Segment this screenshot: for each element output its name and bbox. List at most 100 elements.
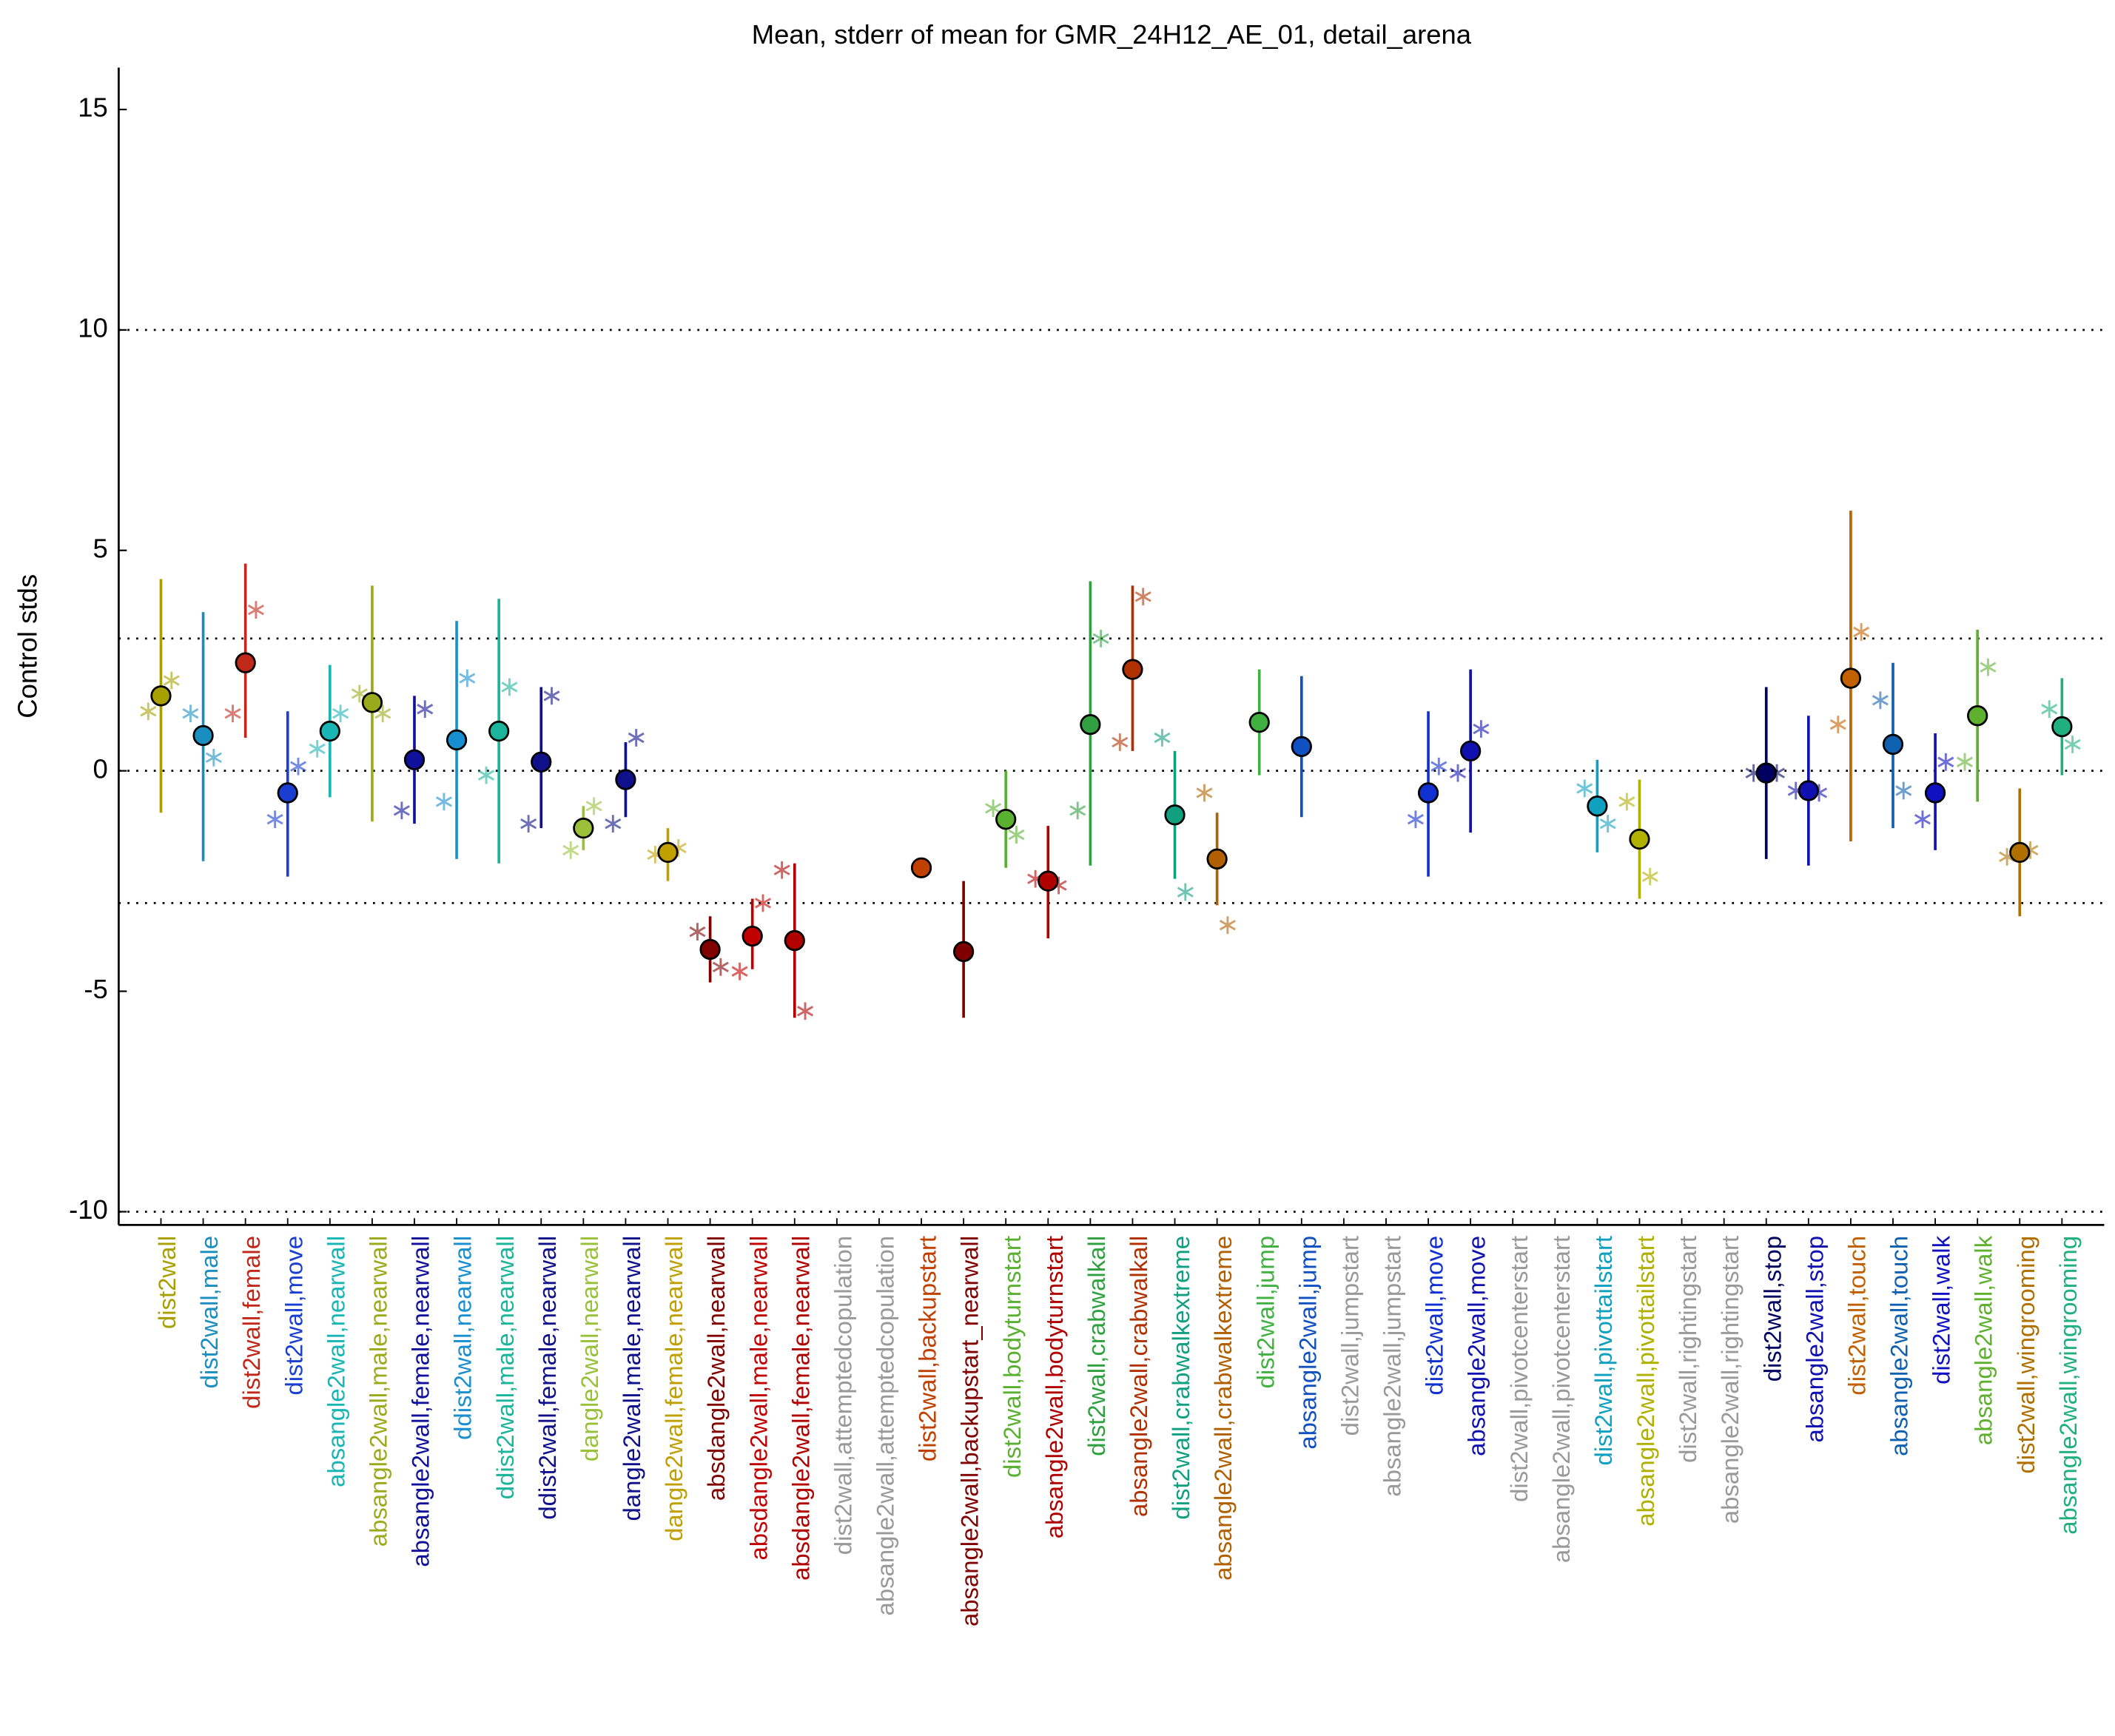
mean-marker	[1164, 804, 1186, 826]
star-marker	[1112, 733, 1129, 751]
x-tick-label: ddist2wall,nearwall	[449, 1236, 477, 1440]
x-tick-label: absangle2wall,move	[1463, 1236, 1490, 1456]
star-marker	[797, 1002, 814, 1020]
y-tick-label: 0	[93, 753, 108, 784]
mean-marker	[1840, 667, 1862, 689]
star-stroke	[2064, 739, 2081, 750]
star-marker	[1599, 815, 1616, 833]
mean-marker	[573, 817, 594, 839]
star-marker	[985, 799, 1002, 818]
star-stroke	[797, 1006, 814, 1017]
star-marker	[417, 700, 434, 719]
star-marker	[2041, 700, 2058, 719]
mean-marker	[1629, 828, 1650, 850]
x-tick-label: dist2wall,wingrooming	[2012, 1236, 2040, 1474]
x-tick-label: dangle2wall,nearwall	[576, 1236, 603, 1461]
star-marker	[478, 766, 495, 784]
mean-marker	[1122, 659, 1143, 680]
x-tick-label: absdangle2wall,female,nearwall	[787, 1236, 814, 1581]
star-stroke	[1829, 719, 1846, 730]
star-stroke	[562, 844, 579, 856]
star-stroke	[773, 864, 790, 875]
star-stroke	[332, 708, 349, 719]
star-stroke	[417, 704, 434, 715]
x-tick-label: absangle2wall,stop	[1800, 1236, 1828, 1443]
star-marker	[1092, 630, 1109, 647]
chart-title: Mean, stderr of mean for GMR_24H12_AE_01…	[752, 19, 1472, 50]
star-stroke	[205, 752, 222, 764]
star-marker	[731, 962, 748, 980]
star-marker	[1829, 716, 1846, 733]
star-marker	[393, 801, 410, 820]
star-marker	[163, 671, 180, 690]
x-tick-label: absangle2wall,male,nearwall	[365, 1236, 392, 1547]
y-tick-label: 5	[93, 533, 108, 563]
star-marker	[1069, 801, 1086, 820]
mean-marker	[277, 782, 298, 804]
star-stroke	[182, 708, 199, 719]
mean-marker	[742, 925, 763, 947]
star-stroke	[1980, 662, 1997, 673]
star-stroke	[224, 708, 241, 719]
star-marker	[224, 704, 241, 723]
star-stroke	[501, 682, 518, 693]
mean-marker	[1038, 870, 1059, 892]
star-marker	[1853, 623, 1870, 641]
x-tick-label: dist2wall,pivottailstart	[1590, 1236, 1617, 1466]
mean-marker	[1967, 705, 1988, 727]
x-tick-label: dist2wall,pivotcenterstart	[1505, 1236, 1533, 1502]
star-stroke	[985, 803, 1002, 814]
star-marker	[1641, 867, 1658, 886]
star-marker	[1134, 588, 1151, 606]
star-stroke	[459, 673, 476, 684]
star-stroke	[374, 708, 391, 719]
star-stroke	[731, 966, 748, 977]
mean-marker	[319, 720, 340, 742]
star-marker	[1895, 781, 1912, 800]
star-stroke	[712, 961, 729, 973]
star-marker	[140, 702, 157, 721]
mean-marker	[150, 685, 172, 707]
star-marker	[520, 815, 537, 833]
star-stroke	[754, 898, 771, 909]
star-stroke	[543, 690, 560, 702]
star-marker	[205, 748, 222, 767]
star-marker	[1407, 810, 1424, 829]
x-tick-label: dist2wall,touch	[1843, 1236, 1871, 1396]
mean-marker	[1206, 848, 1228, 869]
star-stroke	[520, 818, 537, 830]
star-marker	[2064, 736, 2081, 753]
star-stroke	[1914, 814, 1931, 825]
star-stroke	[1112, 736, 1129, 748]
star-marker	[1196, 784, 1213, 802]
x-tick-label: dist2wall,move	[1421, 1236, 1448, 1396]
x-tick-label: absangle2wall,rightingstart	[1716, 1236, 1744, 1524]
star-stroke	[1641, 871, 1658, 882]
mean-marker	[1460, 740, 1482, 762]
star-marker	[1219, 916, 1236, 935]
x-tick-label: dist2wall,jumpstart	[1336, 1236, 1364, 1436]
star-marker	[628, 729, 645, 747]
star-marker	[605, 815, 622, 833]
mean-marker	[403, 749, 426, 770]
x-tick-label: dist2wall,backupstart	[914, 1236, 941, 1461]
star-marker	[332, 704, 349, 723]
x-tick-label: ddist2wall,female,nearwall	[534, 1236, 561, 1520]
x-tick-label: dangle2wall,female,nearwall	[660, 1236, 687, 1541]
star-stroke	[1576, 783, 1593, 794]
star-stroke	[351, 688, 368, 699]
x-tick-label: absangle2wall,bodyturnstart	[1040, 1236, 1068, 1538]
star-marker	[712, 958, 729, 976]
star-stroke	[1473, 723, 1490, 735]
star-marker	[459, 669, 476, 687]
star-stroke	[1872, 695, 1889, 706]
mean-marker	[699, 938, 721, 960]
mean-marker	[910, 857, 932, 878]
star-stroke	[1957, 756, 1974, 767]
star-stroke	[1407, 814, 1424, 825]
x-tick-label: absdangle2wall,nearwall	[702, 1236, 730, 1501]
x-tick-label: absangle2wall,crabwalkall	[1125, 1236, 1152, 1517]
mean-marker	[657, 841, 679, 864]
star-marker	[435, 793, 452, 811]
star-marker	[585, 797, 602, 815]
